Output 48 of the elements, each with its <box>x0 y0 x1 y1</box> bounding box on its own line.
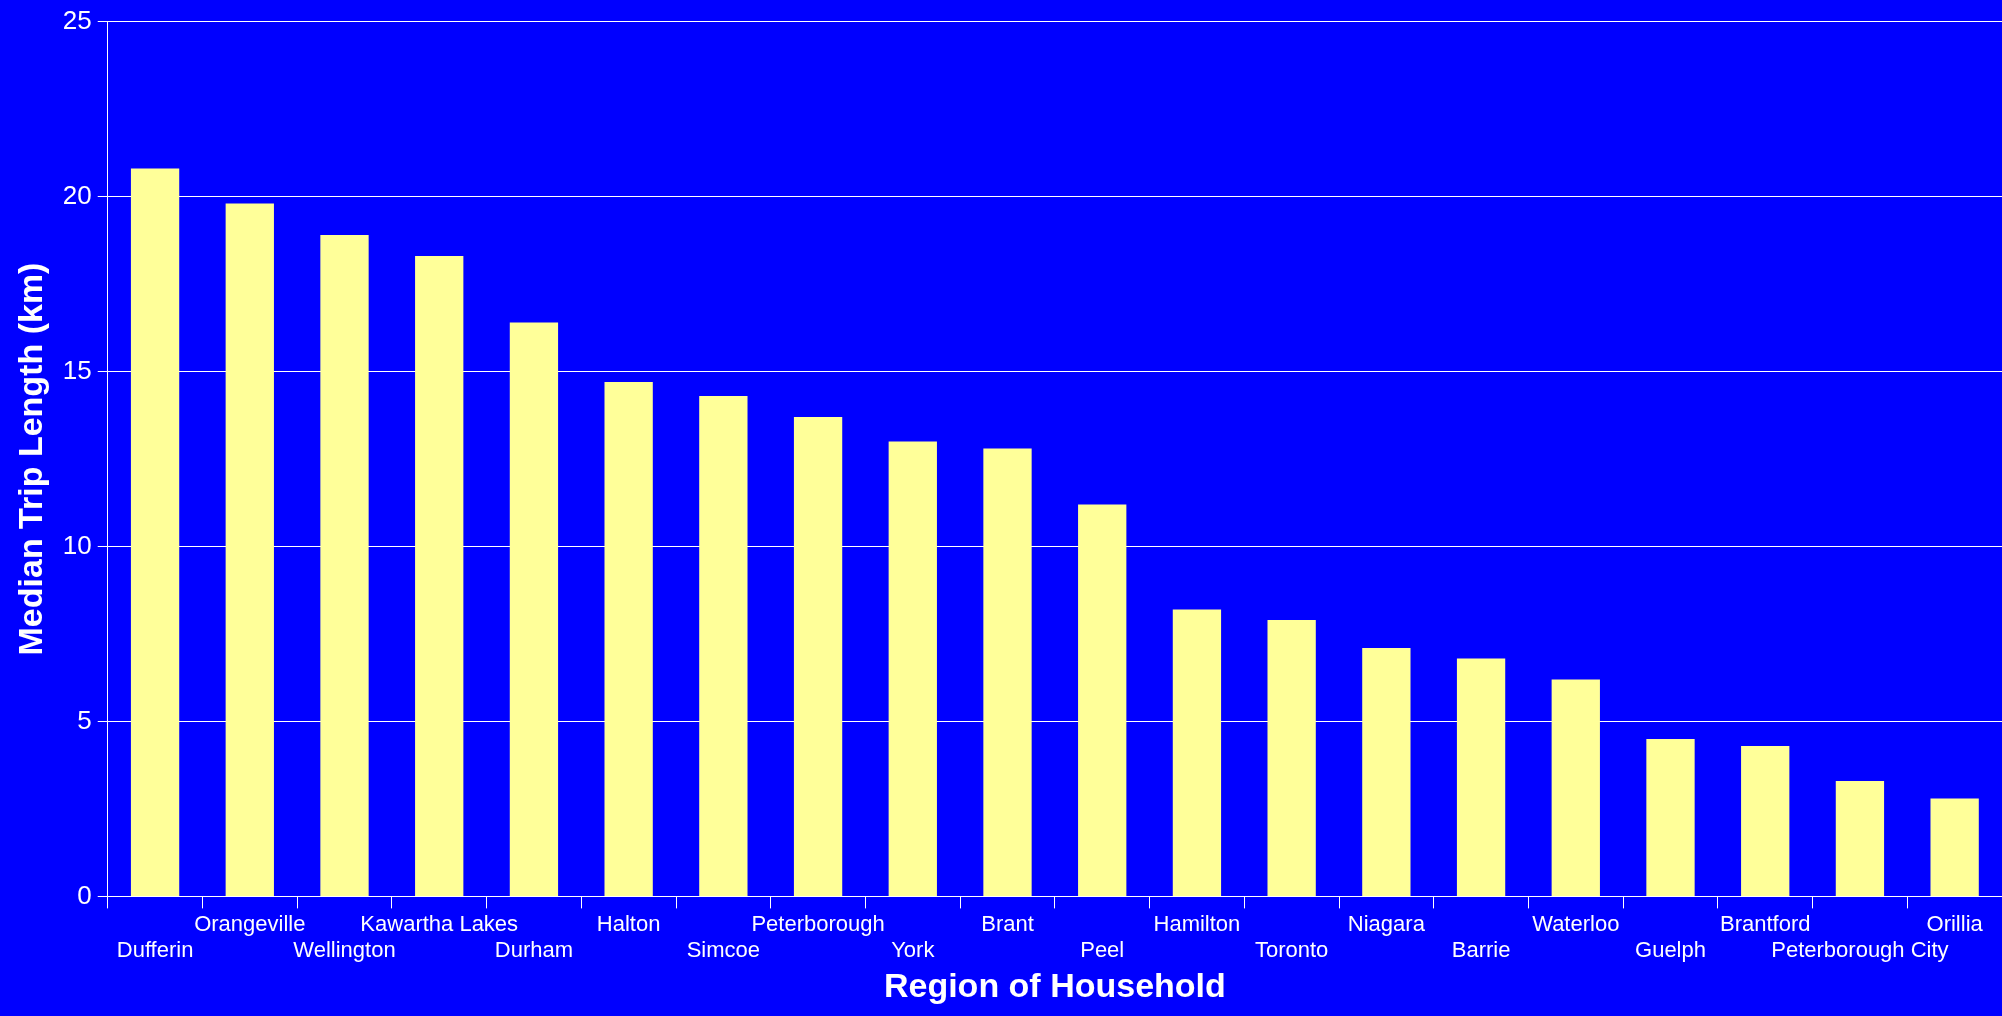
x-tick-label: Niagara <box>1347 910 1426 936</box>
x-tick-label: Brantford <box>1719 910 1811 936</box>
y-tick-label: 0 <box>77 879 92 910</box>
x-tick-label: Hamilton <box>1153 910 1241 936</box>
x-tick-label: Kawartha Lakes <box>360 910 519 936</box>
bar <box>509 322 559 896</box>
bar <box>415 256 464 896</box>
bar <box>130 168 180 896</box>
x-tick-label: Barrie <box>1451 937 1511 963</box>
x-tick-label: Durham <box>494 937 574 963</box>
y-tick-label: 20 <box>62 179 92 210</box>
bar <box>699 396 748 896</box>
x-axis-title: Region of Household <box>883 965 1226 1004</box>
x-tick-label: Peel <box>1080 937 1125 963</box>
bar <box>1551 679 1600 896</box>
bar <box>604 382 653 896</box>
y-axis-title: Median Trip Length (km) <box>10 262 49 656</box>
bar <box>793 417 843 896</box>
bar <box>1835 780 1885 896</box>
x-tick-label: Orangeville <box>194 910 306 936</box>
y-tick-label: 15 <box>62 354 92 385</box>
x-tick-label: Simcoe <box>686 937 761 963</box>
bar <box>1267 619 1316 896</box>
x-tick-label: Waterloo <box>1532 910 1620 936</box>
y-tick-label: 25 <box>62 4 92 35</box>
x-tick-label: Toronto <box>1254 937 1329 963</box>
x-tick-label: Peterborough <box>751 910 885 936</box>
x-tick-label: Wellington <box>293 937 396 963</box>
x-tick-label: Guelph <box>1635 937 1706 963</box>
y-tick-label: 10 <box>62 529 92 560</box>
x-tick-label: Orillia <box>1926 910 1984 936</box>
bar <box>320 235 369 896</box>
bar <box>1362 647 1411 896</box>
bar <box>1456 658 1506 896</box>
bar <box>225 203 274 896</box>
bar <box>1741 745 1790 896</box>
x-tick-label: Dufferin <box>116 937 194 963</box>
bar <box>1646 738 1695 896</box>
x-tick-label: Peterborough City <box>1771 937 1949 963</box>
bar <box>1172 609 1222 896</box>
x-tick-label: Brant <box>981 910 1034 936</box>
bar <box>1078 504 1127 896</box>
bar <box>888 441 937 896</box>
x-tick-label: Halton <box>596 910 661 936</box>
bar <box>983 448 1032 896</box>
x-tick-label: York <box>891 937 936 963</box>
bar <box>1930 798 1979 896</box>
y-tick-label: 5 <box>77 704 92 735</box>
